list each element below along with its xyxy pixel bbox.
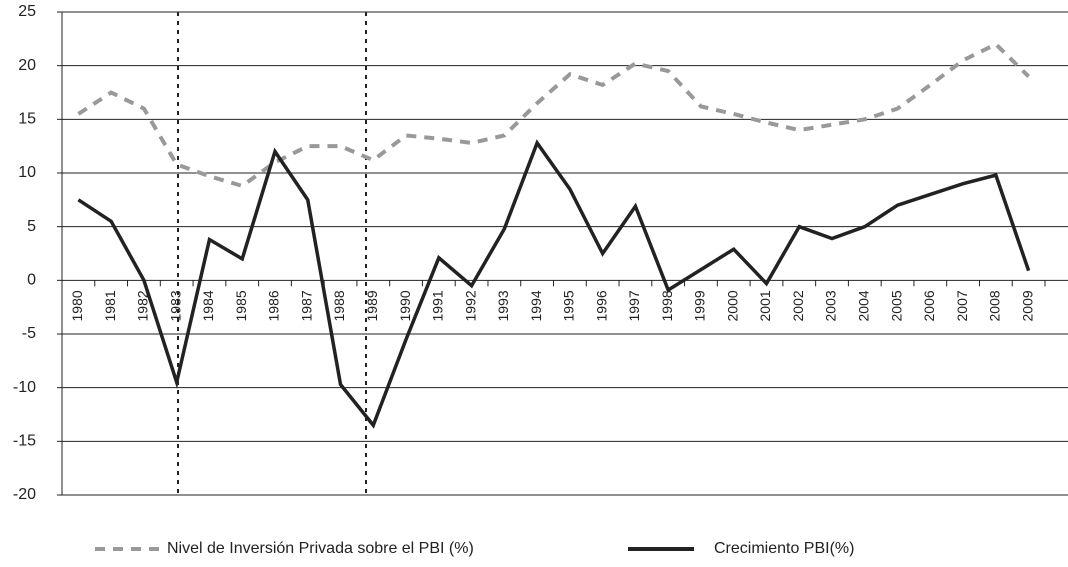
y-tick-label: 25 [18,3,36,20]
x-tick-label: 1985 [233,290,249,321]
x-tick-label: 1999 [692,290,708,321]
x-tick-label: 1988 [331,290,347,321]
x-tick-label: 1980 [69,290,85,321]
y-tick-label: -10 [13,379,36,396]
x-tick-label: 1996 [593,290,609,321]
x-tick-label: 2005 [888,290,904,321]
x-tick-label: 2004 [855,290,871,321]
x-tick-label: 1990 [397,290,413,321]
legend-label: Crecimiento PBI(%) [714,540,854,557]
x-tick-label: 2002 [790,290,806,321]
y-tick-label: 20 [18,57,36,74]
x-tick-label: 1987 [298,290,314,321]
y-tick-label: 10 [18,164,36,181]
x-tick-label: 2003 [823,290,839,321]
x-tick-label: 2001 [757,290,773,321]
x-tick-label: 2007 [954,290,970,321]
x-tick-label: 2000 [724,290,740,321]
x-tick-label: 1994 [528,290,544,321]
y-tick-label: 0 [27,272,36,289]
y-tick-label: -5 [22,325,36,342]
y-tick-label: 15 [18,111,36,128]
x-tick-label: 1986 [266,290,282,321]
line-series [77,41,1031,189]
x-tick-label: 1983 [167,290,183,321]
x-tick-label: 1989 [364,290,380,321]
x-tick-label: 1998 [659,290,675,321]
legend-label: Nivel de Inversión Privada sobre el PBI … [167,540,474,557]
x-tick-label: 1981 [102,290,118,321]
x-tick-label: 1984 [200,290,216,321]
y-tick-label: 5 [27,218,36,235]
x-tick-label: 1992 [462,290,478,321]
x-tick-label: 1995 [561,290,577,321]
x-tick-label: 1991 [430,290,446,321]
x-tick-label: 1982 [135,290,151,321]
x-tick-label: 2008 [987,290,1003,321]
x-tick-label: 2006 [921,290,937,321]
x-tick-label: 1997 [626,290,642,321]
line-series [77,139,1031,429]
y-tick-label: -20 [13,486,36,503]
y-tick-label: -15 [13,433,36,450]
x-tick-label: 2009 [1019,290,1035,321]
x-tick-label: 1993 [495,290,511,321]
